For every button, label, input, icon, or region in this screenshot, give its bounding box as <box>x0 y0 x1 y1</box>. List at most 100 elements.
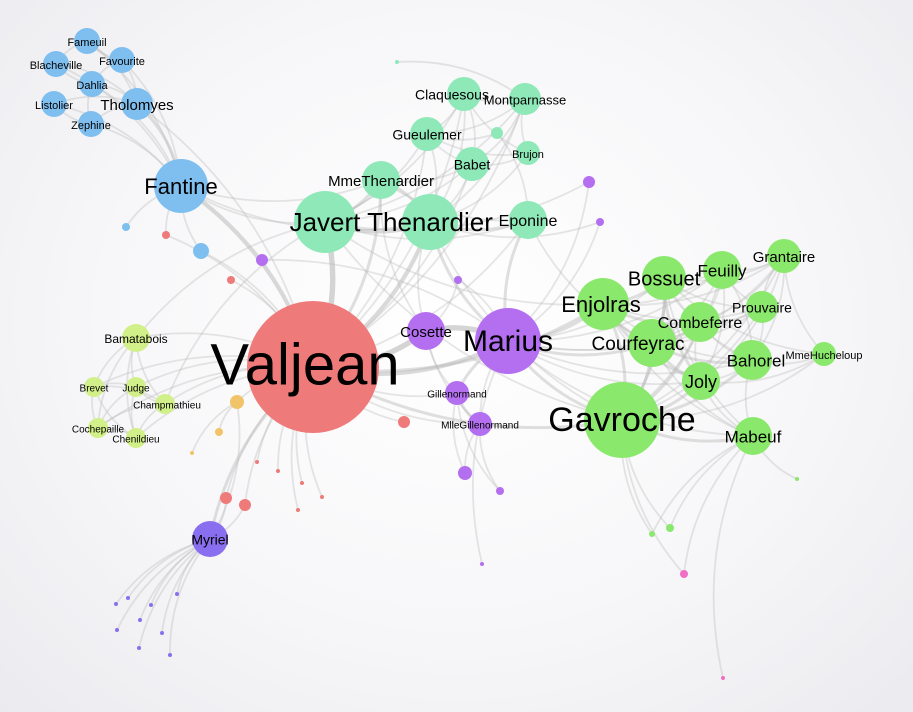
node-u10[interactable] <box>300 481 304 485</box>
node-mmehucheloup[interactable] <box>812 342 836 366</box>
node-v1[interactable] <box>175 592 179 596</box>
node-u17[interactable] <box>583 176 595 188</box>
node-v8[interactable] <box>168 653 172 657</box>
node-u22[interactable] <box>666 524 674 532</box>
edge-myriel-v7 <box>138 538 211 649</box>
node-fameuil[interactable] <box>74 28 100 54</box>
node-dahlia[interactable] <box>79 71 105 97</box>
node-u16[interactable] <box>596 218 604 226</box>
node-zephine[interactable] <box>78 111 104 137</box>
node-montparnasse[interactable] <box>509 83 541 115</box>
node-label-listolier: Listolier <box>35 100 73 112</box>
node-label-combeferre: Combeferre <box>658 315 743 332</box>
node-label-montparnasse: Montparnasse <box>484 92 566 107</box>
node-u14[interactable] <box>458 466 472 480</box>
node-u5[interactable] <box>220 492 232 504</box>
node-label-bossuet: Bossuet <box>628 268 701 290</box>
node-v3[interactable] <box>114 602 118 606</box>
node-u21[interactable] <box>395 60 399 64</box>
node-u18[interactable] <box>496 487 504 495</box>
node-fantine[interactable] <box>154 159 208 213</box>
node-u7[interactable] <box>398 416 410 428</box>
node-u2[interactable] <box>122 223 130 231</box>
node-enjolras[interactable] <box>577 278 629 330</box>
node-combeferre[interactable] <box>680 302 720 342</box>
node-u19[interactable] <box>480 562 484 566</box>
node-favourite[interactable] <box>109 47 135 73</box>
node-mabeuf[interactable] <box>734 417 772 455</box>
node-label-cochepaille: Cochepaille <box>72 425 125 436</box>
node-label-marius: Marius <box>463 325 553 358</box>
node-judge[interactable] <box>126 377 146 397</box>
node-u4[interactable] <box>227 276 235 284</box>
node-u3[interactable] <box>162 231 170 239</box>
node-label-gueulemer: Gueulemer <box>392 127 462 143</box>
node-v7[interactable] <box>137 646 141 650</box>
node-courfeyrac[interactable] <box>628 319 676 367</box>
node-label-babet: Babet <box>454 157 491 173</box>
node-u28[interactable] <box>215 428 223 436</box>
node-v2[interactable] <box>149 603 153 607</box>
node-valjean[interactable] <box>247 301 379 433</box>
node-label-javert: Javert <box>290 207 362 237</box>
node-v5[interactable] <box>138 618 142 622</box>
node-prouvaire[interactable] <box>746 291 778 323</box>
node-label-brevet: Brevet <box>80 384 109 395</box>
node-claquesous[interactable] <box>447 77 481 111</box>
node-eponine[interactable] <box>509 201 547 239</box>
node-u26[interactable] <box>721 676 725 680</box>
node-chenildieu[interactable] <box>126 428 146 448</box>
node-blacheville[interactable] <box>43 51 69 77</box>
node-feuilly[interactable] <box>703 251 741 289</box>
node-label-blacheville: Blacheville <box>30 60 83 72</box>
node-bamatabois[interactable] <box>122 324 150 352</box>
node-cosette[interactable] <box>407 312 445 350</box>
node-champmathieu[interactable] <box>155 394 175 414</box>
node-gueulemer[interactable] <box>410 117 444 151</box>
node-label-joly: Joly <box>685 372 717 392</box>
edge-mabeuf-u26 <box>712 435 754 679</box>
node-u29[interactable] <box>190 451 194 455</box>
node-label-bahorel: Bahorel <box>727 351 786 370</box>
node-label-myriel: Myriel <box>191 532 228 548</box>
node-u20[interactable] <box>491 127 503 139</box>
node-u11[interactable] <box>320 495 324 499</box>
node-babet[interactable] <box>455 147 489 181</box>
node-v6[interactable] <box>160 631 164 635</box>
node-brujon[interactable] <box>516 141 540 165</box>
node-v9[interactable] <box>126 596 130 600</box>
node-grantaire[interactable] <box>767 239 801 273</box>
node-label-claquesous: Claquesous <box>415 87 489 103</box>
node-gillenormand[interactable] <box>445 381 469 405</box>
node-tholomyes[interactable] <box>121 88 153 120</box>
node-thenardier[interactable] <box>402 194 458 250</box>
node-u8[interactable] <box>255 460 259 464</box>
node-u9[interactable] <box>276 469 280 473</box>
node-u1[interactable] <box>193 243 209 259</box>
node-myriel[interactable] <box>192 521 228 557</box>
node-u15[interactable] <box>256 254 268 266</box>
node-javert[interactable] <box>294 191 356 253</box>
node-v4[interactable] <box>115 628 119 632</box>
node-u12[interactable] <box>296 508 300 512</box>
node-mmethenardier[interactable] <box>362 161 400 199</box>
node-u13[interactable] <box>454 276 462 284</box>
node-bossuet[interactable] <box>642 256 686 300</box>
node-u6[interactable] <box>239 499 251 511</box>
node-cochepaille[interactable] <box>88 418 108 438</box>
node-gavroche[interactable] <box>584 382 660 458</box>
node-marius[interactable] <box>475 308 541 374</box>
node-bahorel[interactable] <box>732 340 772 380</box>
node-label-fameuil: Fameuil <box>67 37 106 49</box>
node-brevet[interactable] <box>84 377 104 397</box>
node-joly[interactable] <box>682 362 720 400</box>
node-label-judge: Judge <box>122 384 150 395</box>
node-mllegillenormand[interactable] <box>468 412 492 436</box>
node-label-valjean: Valjean <box>210 332 399 397</box>
node-u27[interactable] <box>230 395 244 409</box>
node-u24[interactable] <box>795 477 799 481</box>
node-u25[interactable] <box>680 570 688 578</box>
node-u23[interactable] <box>649 531 655 537</box>
node-listolier[interactable] <box>41 91 67 117</box>
